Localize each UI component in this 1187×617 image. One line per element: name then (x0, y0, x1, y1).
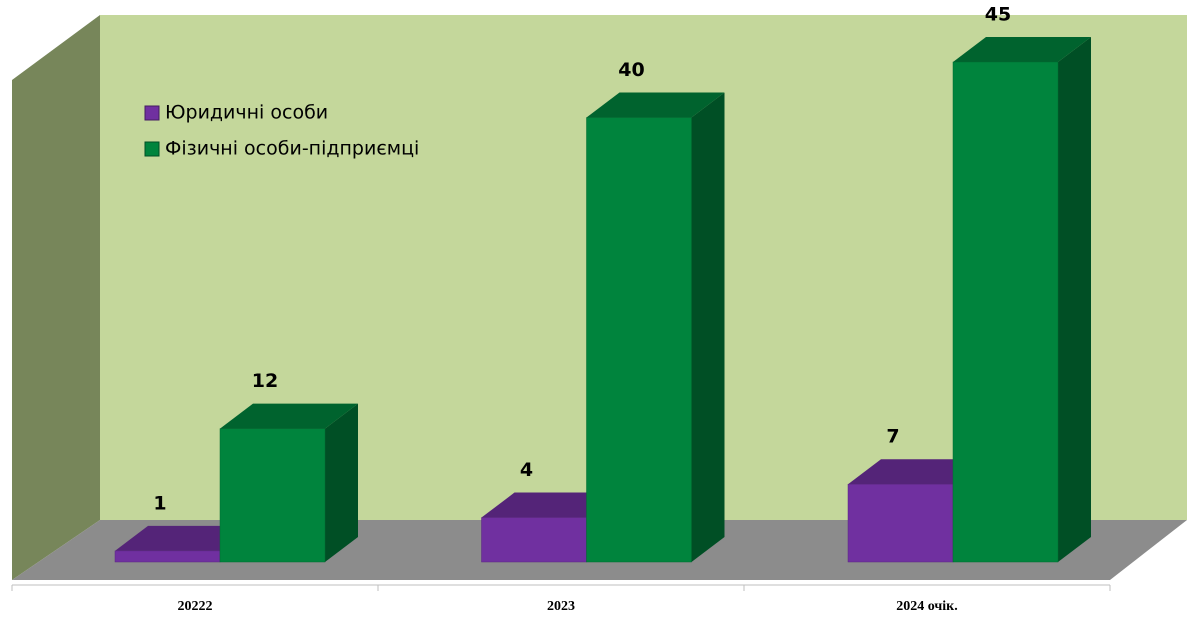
bar-side (325, 403, 358, 562)
side-wall (12, 15, 100, 580)
bar (481, 517, 587, 563)
x-tick-label: 2023 (547, 599, 575, 614)
value-label: 4 (520, 459, 533, 481)
bar (586, 117, 692, 563)
bar-side (1058, 37, 1091, 562)
bar (219, 428, 326, 563)
x-tick-label: 2024 очік. (896, 599, 958, 614)
legend-swatch (144, 141, 160, 157)
bar-top (848, 459, 986, 485)
bar-top (586, 92, 725, 118)
value-label: 45 (985, 4, 1011, 26)
value-label: 1 (153, 492, 166, 514)
bar-top (481, 492, 620, 518)
value-label: 12 (252, 370, 278, 392)
x-tick-label: 20222 (178, 599, 213, 614)
bar (114, 550, 221, 563)
bar-side (691, 92, 725, 563)
bar (952, 61, 1059, 563)
value-label: 40 (618, 59, 644, 81)
bar-top (115, 525, 253, 551)
legend-swatch (144, 105, 160, 121)
bar-top (953, 37, 1091, 62)
value-label: 7 (886, 426, 899, 448)
bar (847, 483, 954, 563)
legend-label: Фізичні особи-підприємці (165, 138, 419, 160)
legend-label: Юридичні особи (165, 102, 328, 124)
bar-top (220, 403, 358, 429)
